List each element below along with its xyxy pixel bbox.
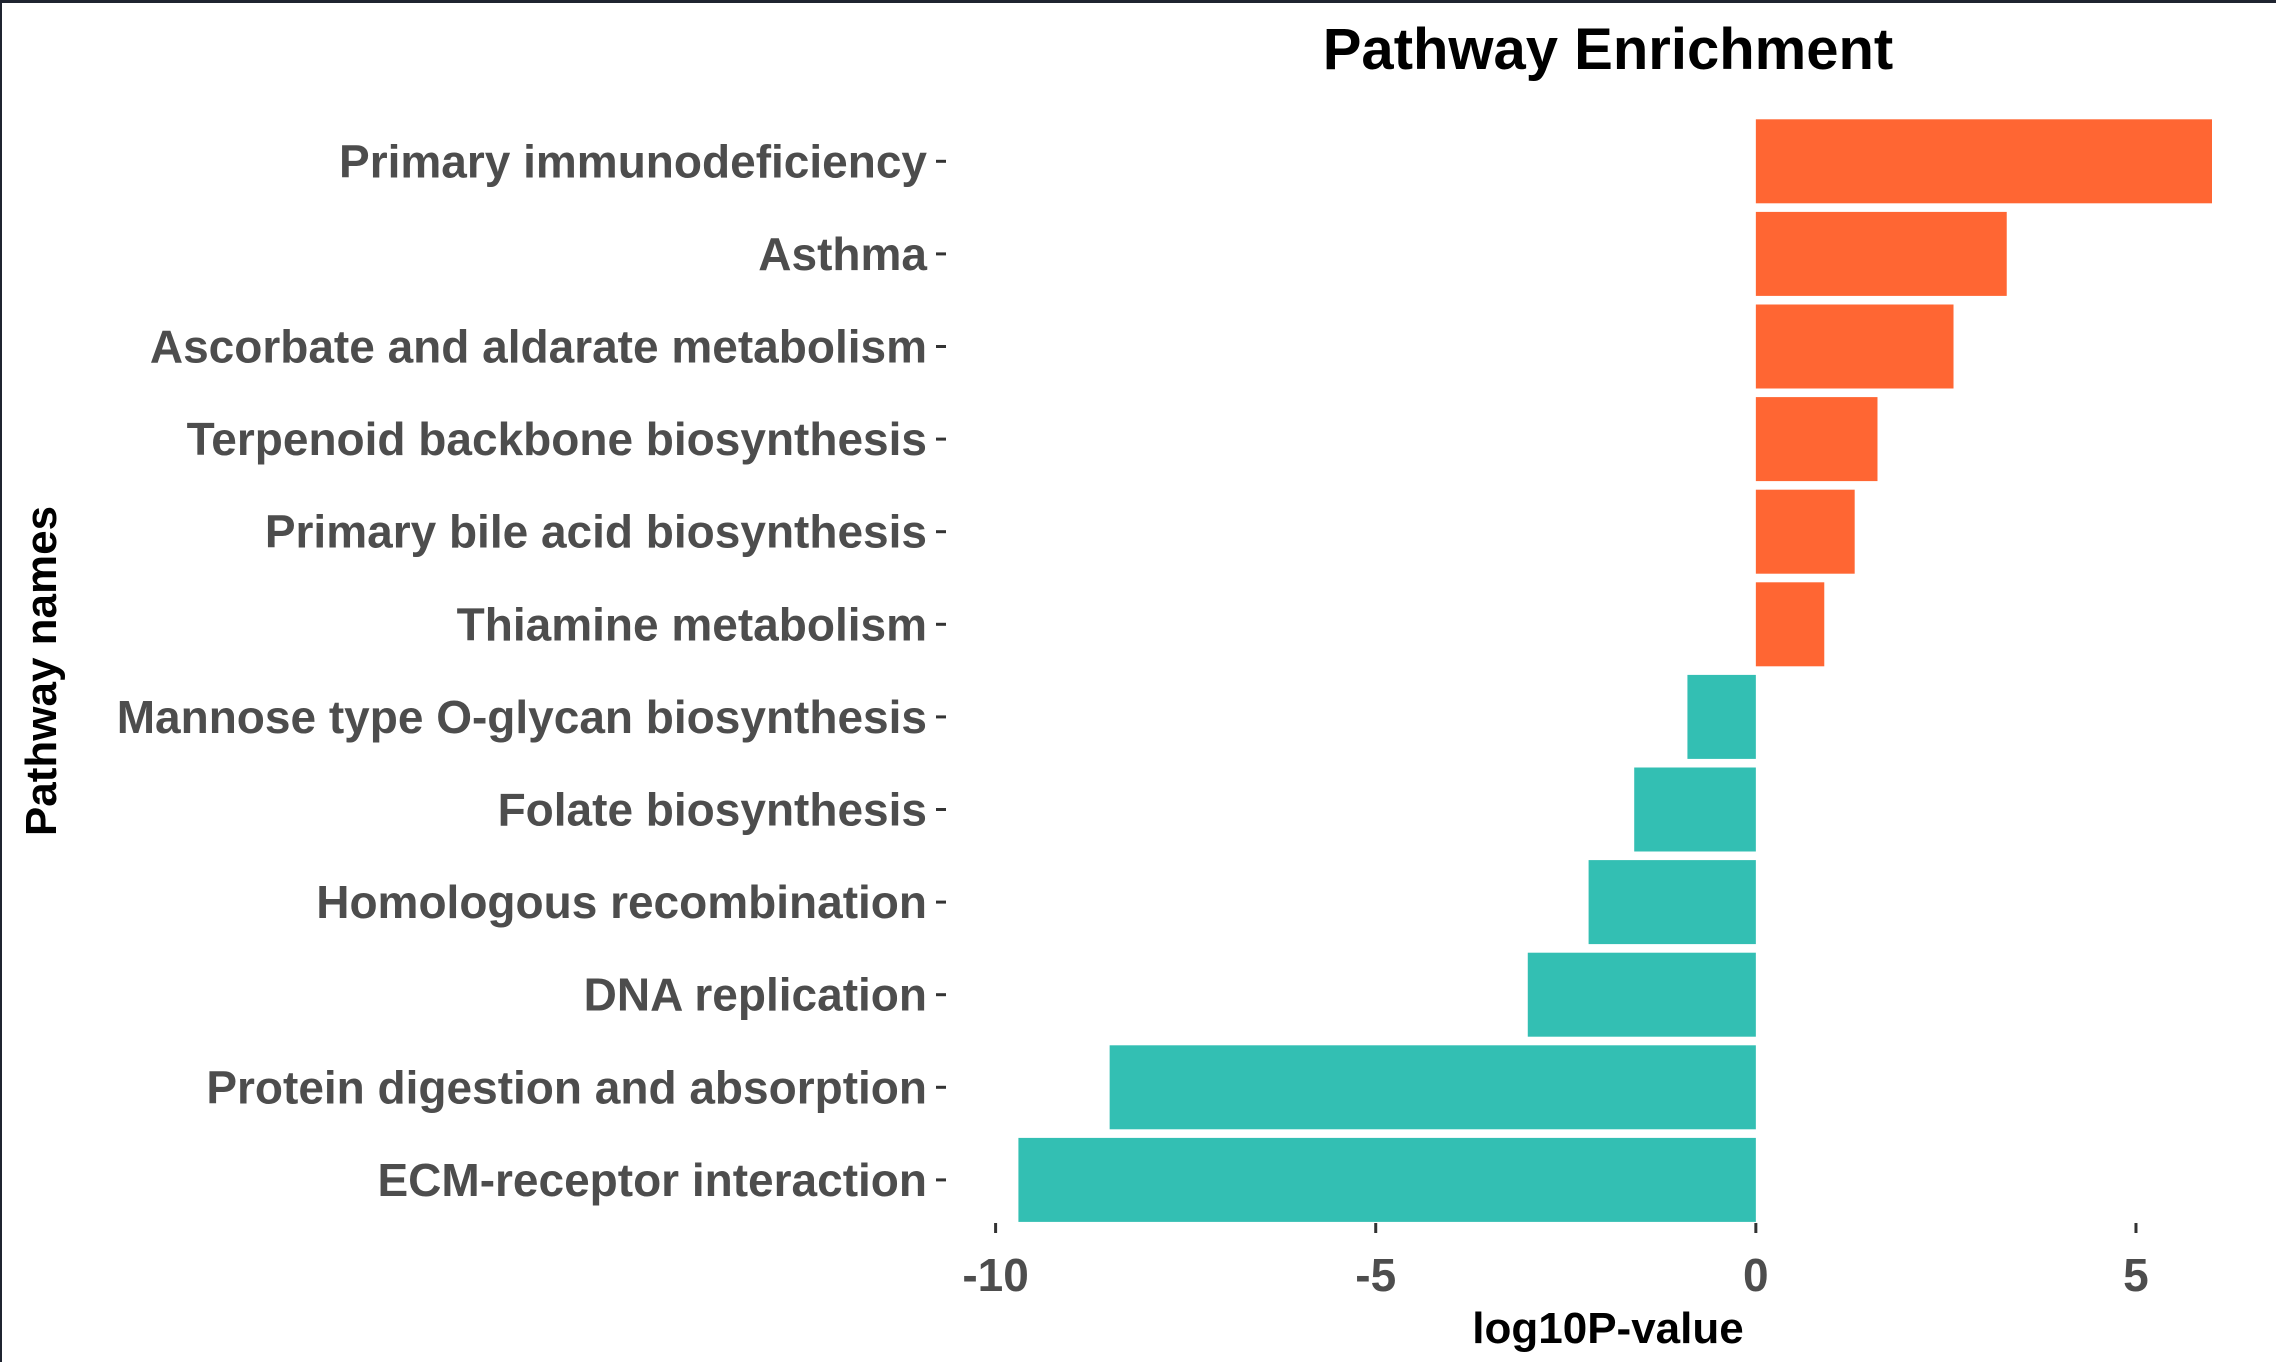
category-label: ECM-receptor interaction	[377, 1154, 927, 1206]
bar-primary-immunodeficiency	[1755, 119, 2212, 204]
category-label: Protein digestion and absorption	[206, 1061, 927, 1113]
bar-protein-digestion-and-absorption	[1109, 1045, 1756, 1130]
bar-thiamine-metabolism	[1755, 582, 1825, 667]
category-label: DNA replication	[584, 969, 927, 1021]
x-tick-label: -5	[1355, 1249, 1396, 1301]
bar-terpenoid-backbone-biosynthesis	[1755, 397, 1878, 482]
x-tick-label: 0	[1743, 1249, 1769, 1301]
category-labels: Primary immunodeficiency Asthma Ascorbate …	[117, 135, 946, 1206]
category-label: Ascorbate and aldarate metabolism	[150, 321, 927, 373]
bar-ecm-receptor-interaction	[1018, 1137, 1756, 1222]
bar-primary-bile-acid-biosynthesis	[1755, 489, 1855, 574]
bar-asthma	[1755, 211, 2007, 296]
category-label: Primary bile acid biosynthesis	[265, 506, 927, 558]
bar-folate-biosynthesis	[1634, 767, 1756, 852]
category-label: Thiamine metabolism	[457, 598, 927, 650]
x-axis-ticks: -10 -5 0 5	[962, 1223, 2149, 1301]
bar-dna-replication	[1527, 952, 1756, 1037]
bars-group	[1018, 119, 2212, 1222]
category-label: Primary immunodeficiency	[339, 135, 927, 187]
chart-title: Pathway Enrichment	[1323, 17, 1893, 82]
bar-chart: Pathway Enrichment Pathway names log10P-…	[17, 17, 2212, 1353]
category-label: Terpenoid backbone biosynthesis	[187, 413, 927, 465]
y-axis-title: Pathway names	[17, 506, 66, 836]
category-label: Folate biosynthesis	[498, 784, 927, 836]
x-tick-label: -10	[962, 1249, 1028, 1301]
category-label: Homologous recombination	[316, 876, 927, 928]
bar-mannose-type-o-glycan-biosynthesis	[1687, 674, 1756, 759]
x-axis-title: log10P-value	[1472, 1304, 1743, 1353]
x-tick-label: 5	[2123, 1249, 2149, 1301]
bar-ascorbate-and-aldarate-metabolism	[1755, 304, 1954, 389]
category-label: Asthma	[758, 228, 927, 280]
category-label: Mannose type O-glycan biosynthesis	[117, 691, 927, 743]
bar-homologous-recombination	[1588, 860, 1756, 945]
